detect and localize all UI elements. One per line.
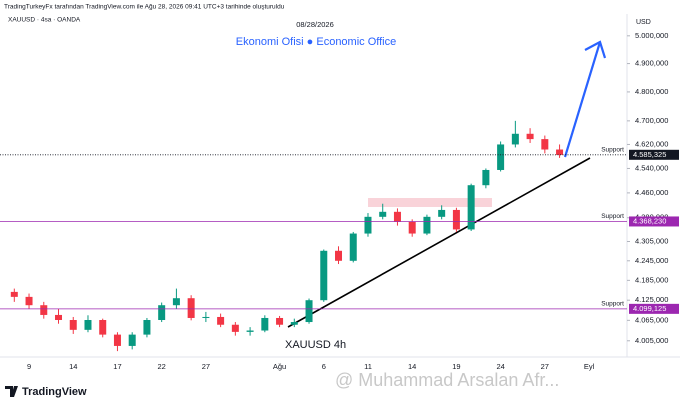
candle-body [231,324,239,332]
candle-body [335,250,343,261]
arrow [563,41,602,158]
candle-body [305,300,313,323]
y-tick-label: 4.245,000 [635,256,668,265]
candle-body [556,149,564,155]
candle-body [511,133,519,145]
candle-body [217,316,225,325]
trendline [287,157,591,328]
date: 08/28/2026 [296,20,334,29]
candle-body [482,169,490,186]
candle-body [452,209,460,230]
x-tick-label: 11 [364,362,372,371]
currency: USD [636,19,651,26]
candle-body [158,305,166,321]
candle-body [10,291,18,297]
support-name: Support [601,301,624,308]
candle-body [408,221,416,234]
x-tick-label: 22 [157,362,165,371]
price-label-bg [629,149,679,160]
candle-body [143,320,151,335]
price-label-bg [629,216,679,227]
candle-body [128,334,136,346]
candle-body [276,317,284,325]
symbol: XAUUSD · 4sa · OANDA [8,17,81,24]
candle-body [113,334,121,346]
price-label: 4.099,125 [633,304,666,313]
watermark: @ Muhammad Arsalan Afr... [335,370,559,390]
y-tick-label: 4.305,000 [635,236,668,245]
y-tick-label: 4.005,000 [635,336,668,345]
candle-body [541,139,549,150]
arrow-head [584,40,607,59]
candle-body [84,320,92,330]
y-tick-label: 4.900,000 [635,59,668,68]
x-tick-label: 6 [322,362,326,371]
y-tick-label: 4.700,000 [635,116,668,125]
candle-body [467,185,475,230]
brand: TradingView [22,386,87,398]
candle-body [379,211,387,217]
candle-body [497,144,505,170]
candle-body [290,322,298,325]
x-tick-label: 14 [69,362,77,371]
y-tick-label: 4.540,000 [635,163,668,172]
y-tick-label: 4.800,000 [635,87,668,96]
candle-body [364,216,372,234]
y-tick-label: 4.620,000 [635,139,668,148]
candle-body [40,305,48,315]
y-tick-label: 4.065,000 [635,315,668,324]
candle-body [55,314,63,321]
x-tick-label: 24 [496,362,504,371]
candle-body [393,211,401,222]
price-label: 4.368,230 [633,216,666,225]
x-tick-label: 27 [541,362,549,371]
y-tick-label: 5.000,000 [635,31,668,40]
brand-logo [5,386,18,397]
annotation: XAUUSD 4h [285,339,346,351]
candle-body [69,320,77,330]
header: TradingTurkeyFx tarafından TradingView.c… [4,4,285,11]
x-tick-label: 27 [202,362,210,371]
candle-body [99,320,107,335]
candle-body [246,330,254,332]
candle-body [202,316,210,318]
y-tick-label: 4.460,000 [635,188,668,197]
x-tick-label: Ağu [273,362,286,371]
support-name: Support [601,213,624,220]
price-label: 4.585,325 [633,150,666,159]
zone [368,198,492,207]
candle-body [526,133,534,140]
candle-body [320,250,328,301]
price-label-bg [629,303,679,314]
candle-body [172,298,180,306]
x-tick-label: 19 [452,362,460,371]
candle-body [423,216,431,234]
candle-body [25,296,33,306]
y-tick-label: 4.185,000 [635,275,668,284]
candle-body [187,298,195,318]
x-tick-label: 17 [113,362,121,371]
x-tick-label: 14 [408,362,416,371]
x-tick-label: Eyl [584,362,595,371]
candle-body [349,233,357,261]
candle-body [261,317,269,331]
y-tick-label: 4.125,000 [635,295,668,304]
support-name: Support [601,147,624,154]
chart-title: Ekonomi Ofisi ● Economic Office [236,36,397,48]
candle-body [438,209,446,217]
x-tick-label: 9 [27,362,31,371]
